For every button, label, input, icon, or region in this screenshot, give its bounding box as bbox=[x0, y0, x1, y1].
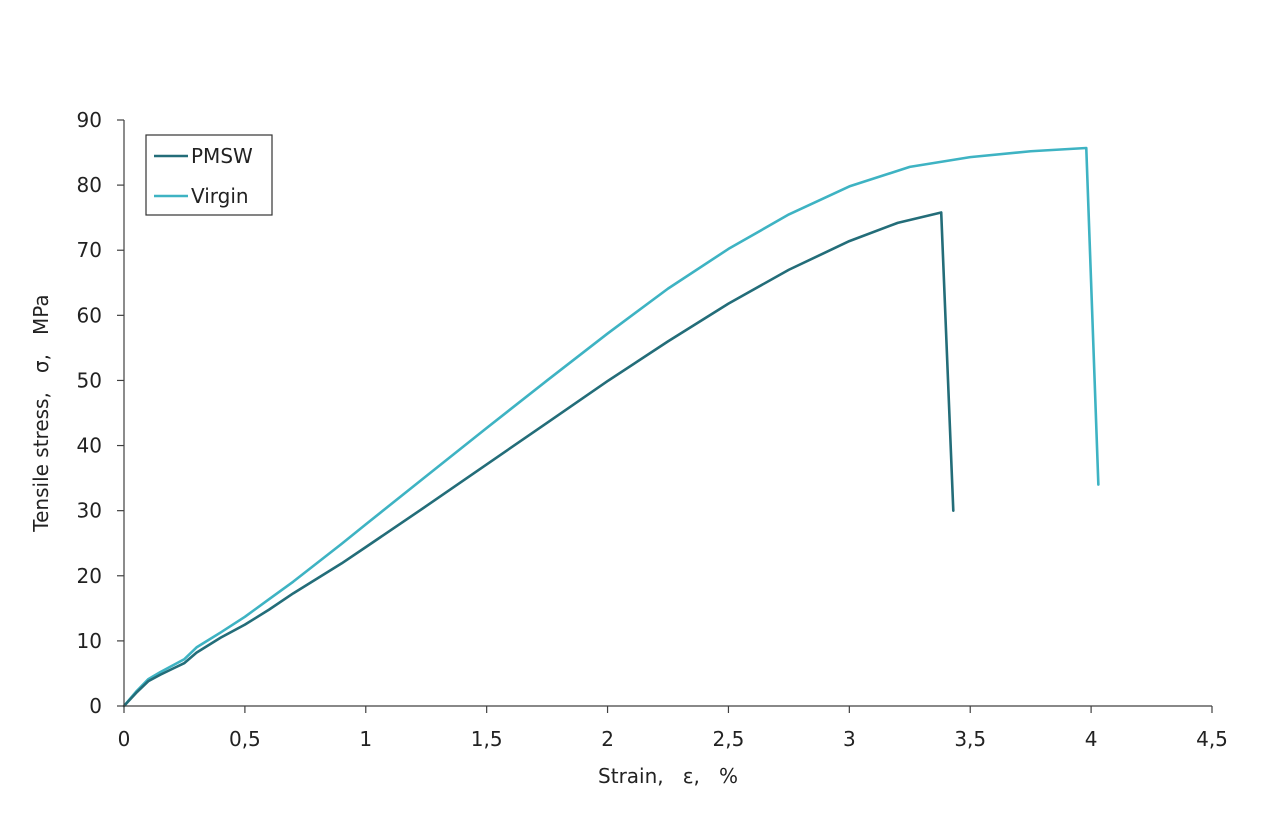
legend-label-virgin: Virgin bbox=[191, 184, 249, 208]
x-axis-title: Strain, ε, % bbox=[598, 764, 738, 788]
x-tick-label: 2 bbox=[601, 727, 614, 751]
x-tick-label: 3,5 bbox=[954, 727, 986, 751]
axes bbox=[123, 120, 1212, 707]
x-tick-label: 3 bbox=[843, 727, 856, 751]
x-tick-label: 1,5 bbox=[471, 727, 503, 751]
x-tick-label: 4 bbox=[1085, 727, 1098, 751]
y-tick-label: 90 bbox=[77, 108, 102, 132]
y-tick-label: 60 bbox=[77, 303, 102, 327]
x-tick-label: 1 bbox=[359, 727, 372, 751]
legend: PMSW Virgin bbox=[145, 134, 273, 216]
y-tick-label: 0 bbox=[89, 694, 102, 718]
y-tick-label: 40 bbox=[77, 434, 102, 458]
y-tick-label: 10 bbox=[77, 629, 102, 653]
y-axis-title: Tensile stress, σ, MPa bbox=[29, 294, 53, 532]
legend-box bbox=[145, 134, 273, 216]
plot-area bbox=[122, 146, 1100, 708]
ticks: 0 0,5 1 1,5 2 2,5 3 3,5 4 4,5 0 10 20 30 40 50 60 70 80 90 bbox=[77, 108, 1228, 751]
y-tick-label: 50 bbox=[77, 368, 102, 392]
y-tick-label: 70 bbox=[77, 238, 102, 262]
x-tick-label: 4,5 bbox=[1196, 727, 1228, 751]
y-tick-label: 80 bbox=[77, 173, 102, 197]
x-tick-label: 0,5 bbox=[229, 727, 261, 751]
y-tick-label: 30 bbox=[77, 499, 102, 523]
series-line-pmsw bbox=[122, 211, 955, 708]
y-tick-label: 20 bbox=[77, 564, 102, 588]
legend-label-pmsw: PMSW bbox=[191, 144, 253, 168]
x-tick-label: 2,5 bbox=[713, 727, 745, 751]
x-tick-label: 0 bbox=[118, 727, 131, 751]
series-line-virgin bbox=[122, 146, 1100, 708]
